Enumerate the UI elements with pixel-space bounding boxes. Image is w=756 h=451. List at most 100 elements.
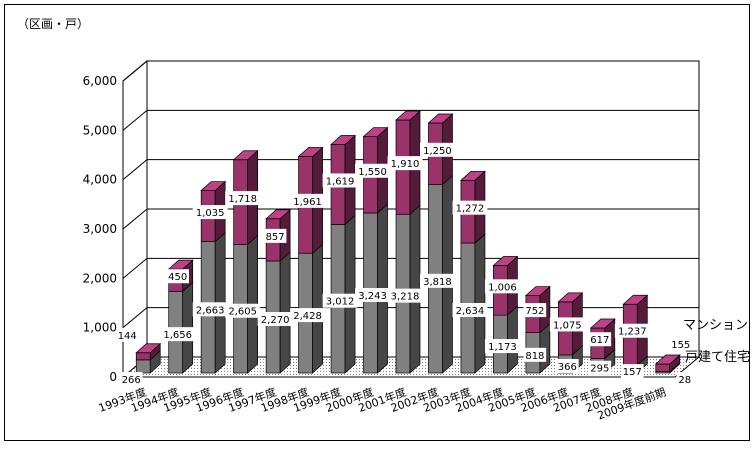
data-label-mansion-box bbox=[263, 228, 287, 243]
data-label-house-box bbox=[119, 372, 143, 386]
data-label-house: 28 bbox=[678, 375, 691, 386]
data-label-house: 3,818 bbox=[423, 277, 452, 288]
data-label-mansion-box bbox=[669, 336, 693, 351]
data-label-house: 2,634 bbox=[456, 306, 485, 317]
data-label-house: 1,656 bbox=[163, 330, 192, 341]
data-label-house: 295 bbox=[590, 364, 609, 375]
data-label-house-box bbox=[676, 372, 693, 386]
data-label-mansion: 1,961 bbox=[293, 197, 322, 208]
data-label-mansion-box bbox=[166, 269, 190, 284]
bar-house bbox=[135, 359, 151, 374]
data-label-mansion: 155 bbox=[671, 340, 690, 351]
gridline-side bbox=[122, 257, 148, 279]
bar-top bbox=[362, 127, 389, 137]
bar-top bbox=[589, 318, 616, 329]
data-label-mansion-box bbox=[192, 205, 228, 220]
data-label-house: 2,270 bbox=[261, 315, 290, 326]
data-label-house: 818 bbox=[525, 351, 544, 362]
y-tick-label: 4,000 bbox=[83, 173, 117, 187]
data-label-mansion: 1,237 bbox=[618, 327, 647, 338]
bar-top bbox=[135, 343, 162, 354]
series-label-house: 戸建て住宅 bbox=[685, 350, 749, 365]
data-label-mansion: 144 bbox=[118, 331, 137, 342]
data-label-mansion: 1,910 bbox=[391, 159, 420, 170]
data-label-house-box bbox=[225, 303, 261, 318]
gridline-side bbox=[122, 109, 148, 131]
gridline-side bbox=[122, 307, 148, 329]
data-label-mansion-box bbox=[290, 193, 326, 208]
data-label-mansion: 1,035 bbox=[196, 208, 225, 219]
y-tick-label: 3,000 bbox=[83, 222, 117, 236]
bar-top bbox=[557, 292, 584, 303]
y-tick-label: 6,000 bbox=[83, 74, 117, 88]
data-label-mansion-box bbox=[355, 163, 391, 178]
data-label-house-box bbox=[322, 293, 358, 308]
data-label-mansion: 1,619 bbox=[326, 176, 355, 187]
data-label-house: 1,173 bbox=[488, 342, 517, 353]
bar-top bbox=[232, 150, 259, 161]
bar-top bbox=[330, 135, 356, 145]
data-label-house: 2,663 bbox=[196, 305, 225, 316]
data-label-house-box bbox=[192, 302, 228, 317]
bar-top bbox=[524, 286, 551, 296]
data-label-house-box bbox=[387, 288, 423, 303]
data-label-mansion: 752 bbox=[525, 306, 544, 317]
data-label-mansion-box bbox=[452, 200, 488, 215]
data-label-house-box bbox=[588, 360, 612, 375]
data-label-house-box bbox=[355, 288, 391, 303]
data-label-mansion-box bbox=[225, 191, 261, 206]
data-label-house: 266 bbox=[122, 375, 141, 386]
data-label-mansion: 1,718 bbox=[228, 194, 257, 205]
data-label-house: 3,218 bbox=[391, 292, 420, 303]
data-label-mansion: 857 bbox=[266, 232, 285, 243]
data-label-house: 2,605 bbox=[228, 307, 257, 318]
data-label-house-box bbox=[160, 327, 196, 342]
gridline-side bbox=[122, 208, 148, 230]
stacked-bar-chart-3d: 01,0002,0003,0004,0005,0006,000266144199… bbox=[83, 59, 749, 422]
y-tick-label: 5,000 bbox=[83, 123, 117, 137]
bar-mansion bbox=[655, 363, 671, 372]
data-label-house-box bbox=[257, 312, 293, 327]
bar-top bbox=[200, 181, 227, 191]
data-label-mansion: 450 bbox=[168, 272, 187, 283]
data-label-mansion-box bbox=[387, 156, 423, 171]
data-label-house: 3,012 bbox=[326, 297, 355, 308]
data-label-house: 2,428 bbox=[293, 311, 322, 322]
data-label-house-box bbox=[484, 339, 520, 354]
bar-top bbox=[654, 354, 681, 365]
data-label-mansion-box bbox=[588, 332, 612, 347]
data-label-mansion: 1,075 bbox=[553, 320, 582, 331]
data-label-mansion-box bbox=[484, 279, 520, 294]
gridline-side bbox=[122, 159, 148, 181]
bar-mansion bbox=[135, 352, 151, 361]
bar-top bbox=[265, 209, 292, 220]
data-label-house: 366 bbox=[558, 362, 577, 373]
y-tick-label: 0 bbox=[109, 370, 117, 384]
y-tick-label: 1,000 bbox=[83, 321, 117, 335]
data-label-house-box bbox=[523, 347, 547, 362]
chart-frame: （区画・戸） 0 1,000 2,000 3,000 4,000 5,000 6,000 26… bbox=[4, 4, 750, 441]
bar-top bbox=[492, 256, 519, 266]
gridline-side bbox=[122, 60, 148, 82]
y-unit-label: （区画・戸） bbox=[17, 17, 90, 31]
bar-top bbox=[297, 147, 324, 157]
data-label-house-box bbox=[620, 364, 644, 379]
data-label-mansion: 1,272 bbox=[456, 204, 485, 215]
data-label-mansion: 1,250 bbox=[423, 146, 452, 157]
data-label-mansion-box bbox=[614, 323, 650, 338]
bar-top bbox=[167, 259, 194, 270]
data-label-mansion: 1,006 bbox=[488, 282, 517, 293]
data-label-mansion: 1,550 bbox=[358, 167, 387, 178]
bar-top bbox=[460, 170, 486, 181]
data-label-mansion-box bbox=[115, 327, 139, 342]
data-label-house: 157 bbox=[623, 367, 642, 378]
data-label-house-box bbox=[452, 303, 488, 318]
series-label-mansion: マンション bbox=[683, 318, 748, 333]
bar-top bbox=[395, 110, 421, 121]
bar-top bbox=[622, 294, 649, 305]
data-label-house: 3,243 bbox=[358, 291, 387, 302]
data-label-mansion-box bbox=[419, 142, 455, 157]
data-label-house-box bbox=[556, 358, 579, 373]
y-tick-label: 2,000 bbox=[83, 271, 117, 285]
data-label-house-box bbox=[290, 308, 326, 323]
